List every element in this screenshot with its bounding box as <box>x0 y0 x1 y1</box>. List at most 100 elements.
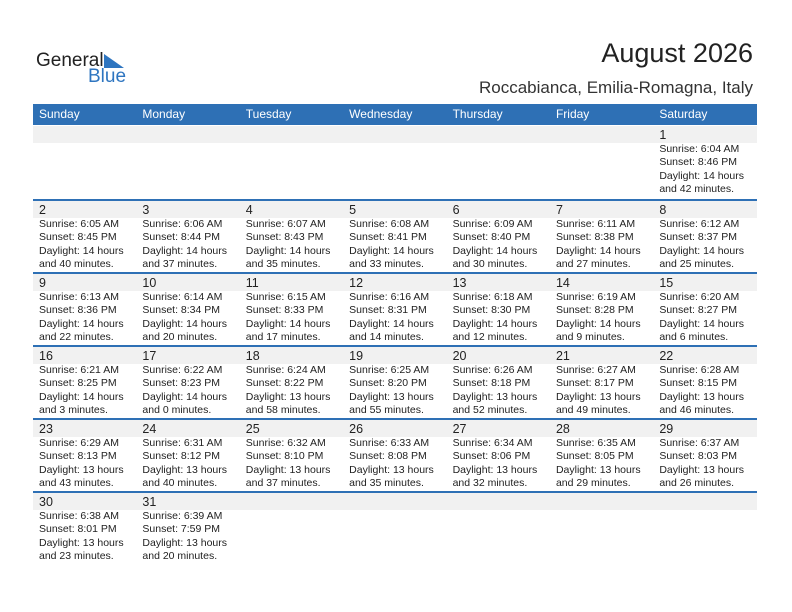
day-info-line: Daylight: 14 hours <box>142 390 228 403</box>
day-info-line: Daylight: 14 hours <box>39 390 124 403</box>
day-info-line: Sunset: 8:43 PM <box>245 231 324 244</box>
day-number: 12 <box>349 276 364 290</box>
day-cell: 10 Sunrise: 6:14 AM Sunset: 8:34 PM Dayligh… <box>136 274 239 345</box>
day-number: 14 <box>555 276 570 290</box>
day-info-line: Sunrise: 6:14 AM <box>142 291 223 303</box>
day-info-line: Sunset: 8:44 PM <box>142 231 221 244</box>
day-info-line: Sunrise: 6:38 AM <box>39 510 119 522</box>
day-number-band <box>33 201 757 218</box>
day-number-band <box>33 420 757 437</box>
day-number: 19 <box>349 349 364 363</box>
day-info-line: Sunset: 8:18 PM <box>452 377 531 390</box>
day-info-line: Daylight: 14 hours <box>659 169 744 182</box>
day-info-line: Sunset: 8:25 PM <box>39 377 117 390</box>
day-info-line: Daylight: 14 hours <box>245 244 331 257</box>
day-cell: 28 Sunrise: 6:35 AM Sunset: 8:05 PM Dayligh… <box>550 420 653 491</box>
day-number: 6 <box>452 203 460 217</box>
day-info-line: Sunset: 8:06 PM <box>452 450 531 463</box>
day-info-line: and 0 minutes. <box>142 404 212 417</box>
day-info-line: and 40 minutes. <box>39 258 114 271</box>
logo-triangle-icon <box>104 54 124 68</box>
week-row: 2 Sunrise: 6:05 AM Sunset: 8:45 PM Daylight… <box>33 199 757 272</box>
day-info-line: and 29 minutes. <box>555 477 631 490</box>
day-info-line: Sunrise: 6:13 AM <box>39 291 119 303</box>
day-cell: 5 Sunrise: 6:08 AM Sunset: 8:41 PM Daylight… <box>343 201 446 272</box>
week-row: 16 Sunrise: 6:21 AM Sunset: 8:25 PM Dayligh… <box>33 345 757 418</box>
day-info-line: and 55 minutes. <box>349 404 424 417</box>
day-cell: 24 Sunrise: 6:31 AM Sunset: 8:12 PM Dayligh… <box>136 420 239 491</box>
day-info-line: Sunset: 8:17 PM <box>555 377 634 390</box>
day-info-line: Sunrise: 6:21 AM <box>39 364 119 376</box>
day-info-line: and 32 minutes. <box>452 477 528 490</box>
day-number: 16 <box>39 349 53 363</box>
day-cell: 20 Sunrise: 6:26 AM Sunset: 8:18 PM Dayligh… <box>447 347 550 418</box>
day-info-line: and 17 minutes. <box>245 331 321 344</box>
day-number: 15 <box>659 276 674 290</box>
day-info-line: Sunrise: 6:24 AM <box>245 364 326 376</box>
day-info-line: and 52 minutes. <box>452 404 528 417</box>
week-row: 23 Sunrise: 6:29 AM Sunset: 8:13 PM Dayligh… <box>33 418 757 491</box>
day-info-line: Daylight: 13 hours <box>142 536 228 549</box>
day-cell <box>343 126 446 199</box>
logo-text-blue: Blue <box>88 66 127 87</box>
day-info-line: Sunrise: 6:06 AM <box>142 218 223 230</box>
day-info-line: and 40 minutes. <box>142 477 218 490</box>
day-info-line: and 42 minutes. <box>659 183 735 196</box>
day-cell: 17 Sunrise: 6:22 AM Sunset: 8:23 PM Dayligh… <box>136 347 239 418</box>
weekday-sunday: Sunday <box>39 107 80 121</box>
day-cell: 2 Sunrise: 6:05 AM Sunset: 8:45 PM Daylight… <box>33 201 136 272</box>
day-info-line: Sunset: 8:15 PM <box>659 377 737 390</box>
day-number: 3 <box>142 203 150 217</box>
day-number: 31 <box>142 495 157 509</box>
day-info-line: Daylight: 14 hours <box>659 244 744 257</box>
day-info-line: and 20 minutes. <box>142 331 218 344</box>
day-number: 9 <box>39 276 46 290</box>
weekday-thursday: Thursday <box>452 107 503 121</box>
weekday-header: Sunday Monday Tuesday Wednesday Thursday Frid… <box>33 104 757 125</box>
day-info-line: Daylight: 13 hours <box>142 463 228 476</box>
day-number: 5 <box>349 203 357 217</box>
day-info-line: Sunset: 8:33 PM <box>245 304 324 317</box>
weekday-monday: Monday <box>142 107 186 121</box>
day-info-line: and 27 minutes. <box>555 258 631 271</box>
day-info-line: Daylight: 14 hours <box>349 317 434 330</box>
day-info-line: Sunset: 8:28 PM <box>555 304 634 317</box>
day-info-line: Daylight: 13 hours <box>349 463 434 476</box>
day-info-line: and 33 minutes. <box>349 258 424 271</box>
day-info-line: Sunrise: 6:37 AM <box>659 437 740 449</box>
day-cell: 14 Sunrise: 6:19 AM Sunset: 8:28 PM Dayligh… <box>550 274 653 345</box>
day-info-line: and 6 minutes. <box>659 331 729 344</box>
day-info-line: Sunrise: 6:18 AM <box>452 291 533 303</box>
day-info-line: Daylight: 14 hours <box>452 317 538 330</box>
day-info-line: Sunrise: 6:05 AM <box>39 218 119 230</box>
day-cell <box>33 126 136 199</box>
day-info-line: Sunset: 8:10 PM <box>245 450 324 463</box>
day-info-line: Daylight: 14 hours <box>659 317 744 330</box>
day-cell: 29 Sunrise: 6:37 AM Sunset: 8:03 PM Dayligh… <box>653 420 756 491</box>
day-info-line: Sunrise: 6:35 AM <box>555 437 636 449</box>
day-info-line: Sunrise: 6:19 AM <box>555 291 636 303</box>
day-info-line: Sunrise: 6:39 AM <box>142 510 223 522</box>
day-info-line: Sunset: 7:59 PM <box>142 523 221 536</box>
day-number: 11 <box>245 276 259 290</box>
day-info-line: and 37 minutes. <box>245 477 321 490</box>
week-row: 30 Sunrise: 6:38 AM Sunset: 8:01 PM Dayligh… <box>33 491 757 564</box>
day-info-line: Sunset: 8:23 PM <box>142 377 221 390</box>
day-cell <box>343 493 446 564</box>
day-info-line: Sunrise: 6:32 AM <box>245 437 326 449</box>
weekday-friday: Friday <box>555 107 590 121</box>
day-info-line: and 26 minutes. <box>659 477 735 490</box>
day-cell: 18 Sunrise: 6:24 AM Sunset: 8:22 PM Dayligh… <box>240 347 343 418</box>
day-info-line: and 14 minutes. <box>349 331 424 344</box>
day-cell: 12 Sunrise: 6:16 AM Sunset: 8:31 PM Dayligh… <box>343 274 446 345</box>
day-cell: 3 Sunrise: 6:06 AM Sunset: 8:44 PM Daylight… <box>136 201 239 272</box>
day-cell: 1 Sunrise: 6:04 AM Sunset: 8:46 PM Daylight… <box>653 126 756 199</box>
day-info-line: and 46 minutes. <box>659 404 735 417</box>
day-info-line: and 30 minutes. <box>452 258 528 271</box>
day-info-line: Daylight: 14 hours <box>142 244 228 257</box>
day-cell: 15 Sunrise: 6:20 AM Sunset: 8:27 PM Dayligh… <box>653 274 756 345</box>
day-cell: 23 Sunrise: 6:29 AM Sunset: 8:13 PM Dayligh… <box>33 420 136 491</box>
day-info-line: Sunset: 8:03 PM <box>659 450 737 463</box>
day-info-line: Daylight: 13 hours <box>452 463 538 476</box>
day-number-band <box>33 126 757 143</box>
